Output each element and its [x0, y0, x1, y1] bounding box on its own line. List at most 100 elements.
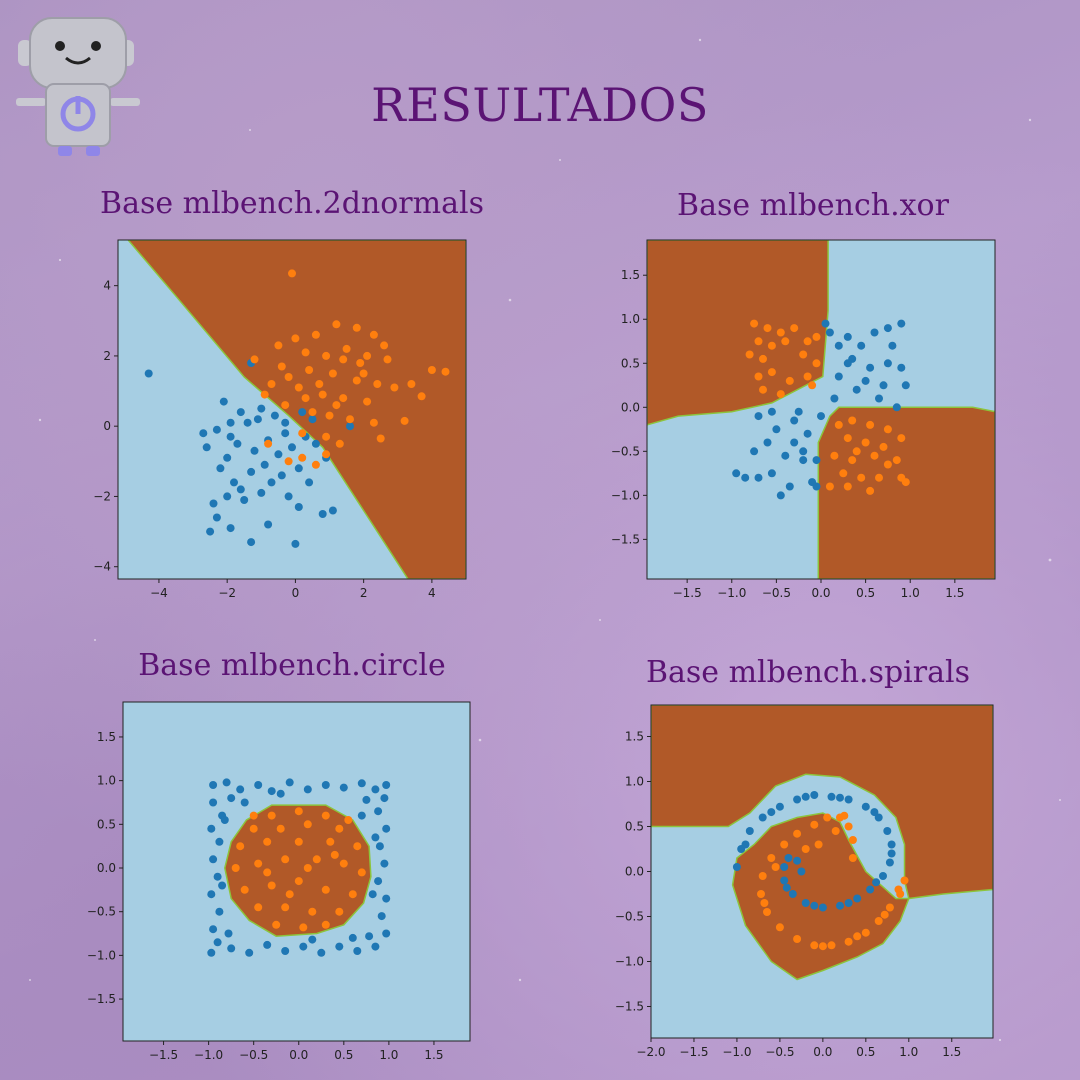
y-tick-label: 1.5: [621, 268, 640, 282]
data-point-class-0: [382, 824, 391, 833]
data-point-class-0: [781, 451, 790, 460]
data-point-class-1: [332, 401, 341, 410]
data-point-class-0: [870, 808, 879, 817]
data-point-class-1: [759, 385, 767, 394]
data-point-class-1: [267, 881, 276, 890]
y-tick-label: 1.0: [621, 312, 640, 326]
region-class-1: [224, 804, 372, 937]
data-point-class-1: [263, 837, 272, 846]
x-tick-label: −2: [218, 586, 236, 600]
data-point-class-1: [322, 351, 331, 360]
data-point-class-1: [844, 822, 853, 831]
data-point-class-0: [825, 328, 834, 337]
data-point-class-1: [328, 369, 337, 378]
data-point-class-1: [322, 450, 331, 459]
data-point-class-1: [294, 807, 303, 816]
data-point-class-1: [254, 903, 263, 912]
data-point-class-1: [848, 836, 857, 844]
data-point-class-1: [808, 381, 817, 390]
data-point-class-0: [827, 792, 836, 801]
data-point-class-1: [901, 478, 910, 487]
data-point-class-0: [883, 359, 892, 368]
data-point-class-1: [332, 320, 341, 329]
data-point-class-0: [888, 341, 897, 350]
data-point-class-1: [356, 359, 365, 367]
data-point-class-0: [879, 381, 888, 390]
data-point-class-1: [781, 337, 790, 346]
x-tick-label: −0.5: [765, 1045, 794, 1059]
data-point-class-1: [759, 354, 767, 363]
data-point-class-1: [390, 383, 399, 392]
data-point-class-1: [263, 868, 272, 877]
data-point-class-0: [887, 840, 896, 849]
data-point-class-1: [767, 368, 776, 377]
data-point-class-1: [767, 854, 776, 862]
data-point-class-0: [247, 467, 256, 476]
data-point-class-1: [812, 359, 821, 368]
data-point-class-0: [207, 890, 216, 899]
data-point-class-0: [245, 948, 254, 957]
data-point-class-0: [213, 938, 222, 947]
data-point-class-0: [223, 492, 232, 501]
data-point-class-0: [732, 469, 741, 478]
y-tick-label: −1.5: [615, 1000, 644, 1014]
region-class-1: [647, 240, 829, 426]
y-tick-label: 0.5: [625, 820, 644, 834]
data-point-class-0: [853, 894, 862, 903]
data-point-class-1: [840, 811, 849, 820]
data-point-class-1: [369, 418, 378, 427]
data-point-class-0: [732, 863, 741, 871]
data-point-class-1: [760, 899, 769, 907]
chart-2dnormals: −4 −2 0 2 4 −4 −2 0 2 4: [93, 239, 467, 600]
data-point-class-1: [308, 408, 317, 417]
x-tick-label: 1.5: [424, 1048, 443, 1062]
y-tick-label: 0.0: [625, 865, 644, 879]
data-point-class-1: [281, 903, 290, 912]
data-point-class-0: [799, 447, 808, 456]
data-point-class-0: [810, 791, 819, 799]
data-point-class-0: [144, 369, 153, 378]
data-point-class-1: [305, 366, 314, 374]
x-tick-label: −1.0: [194, 1048, 223, 1062]
data-point-class-0: [901, 381, 910, 390]
data-point-class-1: [344, 816, 353, 824]
data-point-class-0: [236, 485, 245, 494]
data-point-class-1: [883, 460, 892, 469]
x-tick-label: −1.0: [717, 586, 746, 600]
data-point-class-0: [311, 439, 320, 448]
data-point-class-0: [253, 415, 262, 424]
data-point-class-0: [767, 407, 776, 416]
data-point-class-0: [782, 883, 791, 892]
data-point-class-0: [224, 929, 233, 938]
data-point-class-0: [254, 781, 263, 789]
data-point-class-0: [308, 935, 317, 944]
x-tick-label: 2: [360, 586, 368, 600]
data-point-class-1: [803, 372, 812, 381]
data-point-class-0: [284, 492, 293, 501]
data-point-class-0: [243, 418, 252, 427]
data-point-class-1: [236, 842, 245, 851]
data-point-class-0: [303, 785, 312, 794]
data-point-class-1: [301, 394, 310, 403]
data-point-class-1: [321, 885, 330, 894]
data-point-class-0: [233, 439, 242, 448]
data-point-class-0: [861, 376, 870, 385]
y-tick-label: −1.5: [87, 992, 116, 1006]
y-tick-label: −0.5: [615, 910, 644, 924]
data-point-class-0: [357, 811, 366, 820]
data-point-class-1: [823, 813, 832, 822]
y-tick-label: −0.5: [611, 444, 640, 458]
region-class-1: [731, 812, 910, 981]
data-point-class-0: [784, 854, 793, 862]
data-point-class-0: [250, 446, 259, 455]
data-point-class-0: [215, 837, 224, 846]
data-point-class-0: [202, 443, 211, 452]
data-point-class-0: [274, 450, 283, 459]
data-point-class-0: [199, 429, 208, 438]
data-point-class-0: [872, 878, 881, 887]
data-point-class-0: [883, 827, 892, 835]
data-point-class-0: [803, 429, 812, 438]
data-point-class-1: [231, 864, 240, 872]
data-point-class-0: [209, 798, 218, 807]
data-point-class-0: [212, 513, 221, 522]
